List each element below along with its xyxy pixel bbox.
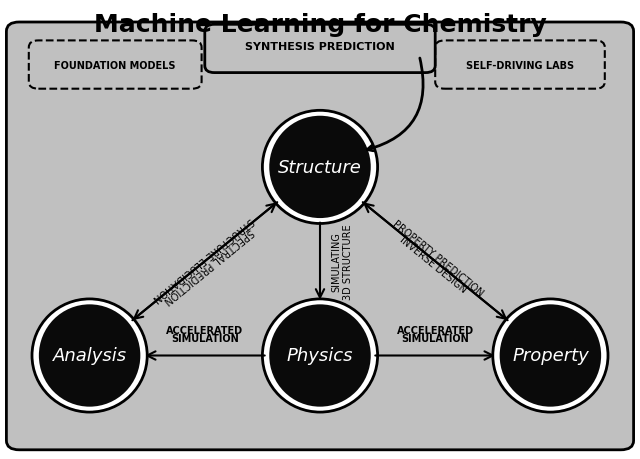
- Text: SELF-DRIVING LABS: SELF-DRIVING LABS: [466, 61, 574, 70]
- Ellipse shape: [262, 299, 378, 412]
- Text: STRUCTURE ELUCIDATION: STRUCTURE ELUCIDATION: [150, 215, 255, 303]
- Ellipse shape: [493, 299, 608, 412]
- FancyBboxPatch shape: [435, 41, 605, 90]
- FancyBboxPatch shape: [6, 23, 634, 450]
- Text: ACCELERATED: ACCELERATED: [166, 325, 243, 336]
- Text: SYNTHESIS PREDICTION: SYNTHESIS PREDICTION: [245, 42, 395, 52]
- Text: Physics: Physics: [287, 347, 353, 365]
- Ellipse shape: [32, 299, 147, 412]
- Text: Machine Learning for Chemistry: Machine Learning for Chemistry: [93, 13, 547, 37]
- Ellipse shape: [268, 115, 372, 220]
- Ellipse shape: [498, 303, 603, 409]
- Text: SIMULATING: SIMULATING: [331, 232, 341, 291]
- Text: SPECTRAL PREDICTION: SPECTRAL PREDICTION: [161, 226, 255, 305]
- Text: Property: Property: [512, 347, 589, 365]
- Ellipse shape: [37, 303, 142, 409]
- Text: FOUNDATION MODELS: FOUNDATION MODELS: [54, 61, 176, 70]
- Text: 3D STRUCTURE: 3D STRUCTURE: [342, 224, 353, 299]
- FancyBboxPatch shape: [29, 41, 202, 90]
- Text: SIMULATION: SIMULATION: [171, 333, 239, 343]
- Ellipse shape: [262, 111, 378, 224]
- Ellipse shape: [268, 303, 372, 409]
- Text: INVERSE DESIGN: INVERSE DESIGN: [398, 234, 468, 294]
- Text: PROPERTY PREDICTION: PROPERTY PREDICTION: [391, 218, 485, 298]
- Text: ACCELERATED: ACCELERATED: [397, 325, 474, 336]
- FancyBboxPatch shape: [205, 25, 435, 73]
- Text: SIMULATION: SIMULATION: [401, 333, 469, 343]
- Text: Structure: Structure: [278, 158, 362, 177]
- Text: Analysis: Analysis: [52, 347, 127, 365]
